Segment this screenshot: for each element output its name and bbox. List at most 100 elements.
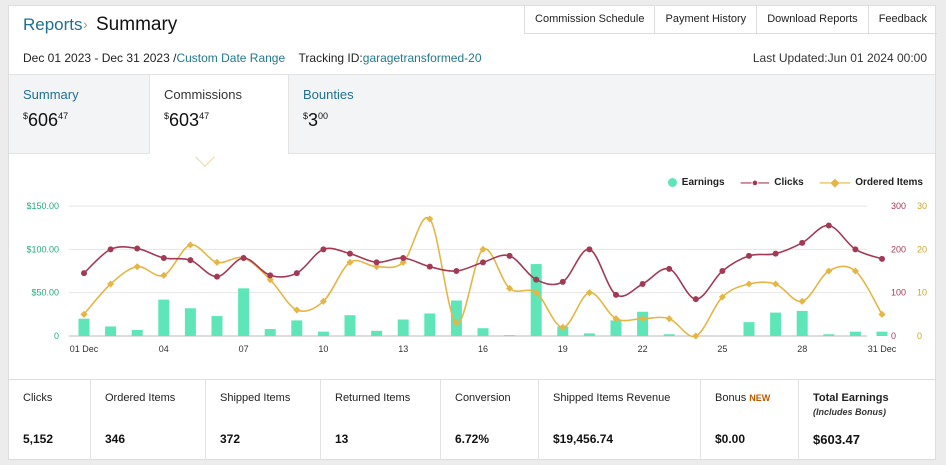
stat-conversion-value: 6.72% — [455, 432, 490, 446]
earnings-bar — [557, 326, 569, 336]
clicks-point — [639, 281, 646, 287]
earnings-bar — [264, 329, 276, 336]
earnings-bar — [663, 334, 675, 336]
tab-bounties[interactable]: Bounties $300 — [289, 75, 429, 155]
clicks-point — [719, 268, 726, 274]
ordered-items-point — [532, 289, 540, 297]
summary-tabs: Summary $60647 Commissions $60347 Bounti… — [9, 74, 935, 161]
stat-ordered-items-label: Ordered Items — [105, 392, 176, 404]
commission-schedule-link[interactable]: Commission Schedule — [524, 6, 655, 34]
stat-ordered-items-value: 346 — [105, 432, 126, 446]
breadcrumb-reports-link[interactable]: Reports — [23, 15, 83, 34]
ordered-items-point — [186, 241, 194, 249]
left-axis-tick: $50.00 — [31, 288, 59, 298]
payment-history-link[interactable]: Payment History — [654, 6, 757, 34]
ordered-items-point — [772, 280, 780, 288]
stat-shipped-items-label: Shipped Items — [220, 392, 291, 404]
ordered-items-point — [506, 284, 514, 292]
clicks-point — [772, 250, 779, 257]
legend-clicks-swatch: ―●― — [740, 176, 770, 189]
clicks-axis-tick: 200 — [891, 244, 906, 254]
clicks-point — [347, 250, 353, 257]
tab-summary[interactable]: Summary $60647 — [9, 75, 149, 155]
earnings-bar — [424, 313, 436, 336]
ordered-items-point — [293, 306, 301, 314]
legend-earnings[interactable]: Earnings — [667, 176, 725, 189]
ordered-items-point — [373, 263, 381, 271]
ordered-items-point — [692, 332, 700, 340]
x-axis-tick: 04 — [159, 344, 169, 354]
earnings-bar — [637, 311, 649, 336]
left-axis-tick: $100.00 — [26, 244, 59, 254]
ordered-items-point — [133, 263, 141, 271]
ordered-items-point — [559, 323, 567, 331]
left-axis-tick: 0 — [54, 331, 59, 341]
stat-bonus-label: Bonus NEW — [715, 392, 771, 404]
clicks-point — [799, 239, 806, 246]
download-reports-link[interactable]: Download Reports — [756, 6, 868, 34]
ordered-items-point — [851, 267, 859, 275]
legend-clicks[interactable]: ―●― Clicks — [741, 176, 804, 189]
chart-svg: 0 0 0 $50.00 100 10 $100.00 200 20 $150.00 300 30 01… — [26, 201, 927, 354]
stat-shipped-revenue-label: Shipped Items Revenue — [553, 392, 671, 404]
stat-shipped-items: Shipped Items 372 — [206, 380, 321, 460]
earnings-bar — [849, 331, 861, 336]
stat-total-earnings-sub: (Includes Bonus) — [813, 407, 887, 417]
ordered-items-point — [426, 215, 434, 223]
ordered-items-point — [745, 280, 753, 288]
tab-summary-value: $60647 — [23, 110, 69, 130]
ordered-items-point — [612, 315, 620, 323]
stats-row: Clicks 5,152 Ordered Items 346 Shipped I… — [9, 379, 935, 460]
tab-commissions-label: Commissions — [164, 87, 243, 102]
earnings-bar — [131, 329, 143, 336]
ordered-items-point — [319, 297, 327, 305]
stat-total-earnings: Total Earnings (Includes Bonus) $603.47 — [799, 380, 935, 460]
ordered-items-point — [107, 280, 115, 288]
tracking-id-link[interactable]: garagetransformed-20 — [362, 51, 482, 65]
stat-bonus: Bonus NEW $0.00 — [701, 380, 799, 460]
x-axis-tick: 10 — [318, 344, 328, 354]
clicks-point — [666, 265, 673, 272]
ordered-items-point — [718, 293, 726, 301]
earnings-bar — [796, 310, 808, 336]
clicks-axis-tick: 100 — [891, 288, 906, 298]
clicks-point — [453, 268, 460, 274]
ordered-items-point — [585, 289, 593, 297]
legend-clicks-label: Clicks — [774, 177, 804, 188]
earnings-bar — [78, 318, 90, 336]
stat-returned-items: Returned Items 13 — [321, 380, 441, 460]
x-axis-tick: 28 — [797, 344, 807, 354]
clicks-axis-tick: 300 — [891, 201, 906, 211]
custom-date-range-link[interactable]: Custom Date Range — [176, 51, 286, 65]
clicks-point — [134, 245, 141, 252]
top-links: Commission Schedule Payment History Down… — [524, 6, 937, 34]
earnings-bar — [184, 308, 196, 336]
earnings-bar — [770, 312, 782, 336]
feedback-link[interactable]: Feedback — [867, 6, 937, 34]
clicks-point — [825, 222, 832, 229]
earnings-bar — [105, 326, 117, 336]
legend-earnings-swatch — [667, 178, 677, 187]
legend-earnings-label: Earnings — [681, 177, 725, 188]
tracking-id-label: Tracking ID: — [298, 51, 363, 65]
tab-commissions[interactable]: Commissions $60347 — [149, 75, 289, 161]
earnings-bar — [397, 319, 409, 336]
date-range-row: Dec 01 2023 - Dec 31 2023 /Custom Date R… — [23, 51, 482, 65]
earnings-chart: 0 0 0 $50.00 100 10 $100.00 200 20 $150.00 300 30 01… — [9, 154, 935, 379]
ordered-items-point — [399, 258, 407, 266]
x-axis-tick: 19 — [558, 344, 568, 354]
clicks-axis-tick: 0 — [891, 331, 896, 341]
breadcrumb-separator: › — [83, 16, 88, 32]
ordered-items-point — [160, 271, 168, 279]
clicks-point — [559, 278, 566, 285]
stat-shipped-revenue-value: $19,456.74 — [553, 432, 614, 446]
earnings-bar — [291, 320, 303, 336]
clicks-point — [81, 270, 87, 277]
earnings-bar — [317, 331, 329, 336]
stat-total-earnings-value: $603.47 — [813, 432, 860, 447]
ordered-items-line — [83, 216, 883, 338]
legend-ordered-items[interactable]: ―◆― Ordered Items — [820, 176, 923, 189]
earnings-bar — [211, 316, 223, 336]
last-updated-text: Last Updated:Jun 01 2024 00:00 — [752, 51, 927, 65]
ordered-items-point — [452, 319, 460, 327]
